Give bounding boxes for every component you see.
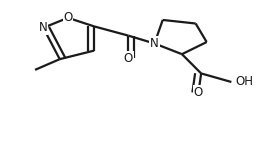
Text: OH: OH	[235, 75, 253, 88]
Text: N: N	[150, 37, 159, 50]
Text: O: O	[63, 11, 73, 24]
Text: N: N	[39, 21, 48, 34]
Text: O: O	[124, 52, 133, 65]
Text: O: O	[194, 86, 203, 99]
